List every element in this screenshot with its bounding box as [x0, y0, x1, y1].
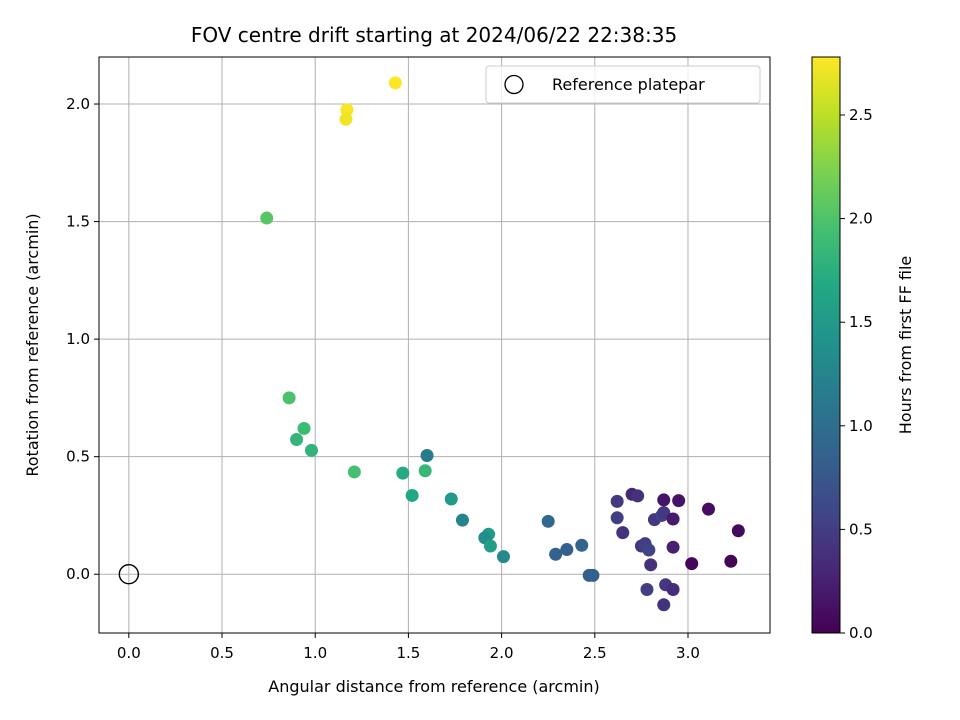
data-point [420, 448, 434, 462]
y-tick-label: 1.0 [66, 330, 90, 348]
colorbar-tick-label: 2.0 [849, 210, 873, 228]
data-point [444, 492, 458, 506]
x-tick-label: 2.5 [583, 644, 607, 662]
data-point [405, 488, 419, 502]
data-point [657, 506, 671, 520]
data-point [418, 464, 432, 478]
data-point [549, 547, 563, 561]
data-point [642, 543, 656, 557]
data-point [666, 583, 680, 597]
y-tick-label: 0.0 [66, 565, 90, 583]
x-axis-label: Angular distance from reference (arcmin) [268, 677, 599, 696]
data-point [666, 540, 680, 554]
data-point [340, 103, 354, 117]
data-point [541, 514, 555, 528]
data-point [282, 391, 296, 405]
x-tick-label: 1.0 [303, 644, 327, 662]
y-tick-label: 1.5 [66, 213, 90, 231]
colorbar-gradient [811, 56, 841, 634]
reference-point [118, 564, 140, 585]
data-point [640, 583, 654, 597]
data-point [297, 421, 311, 435]
data-point [644, 558, 658, 572]
x-tick-label: 2.0 [490, 644, 514, 662]
data-points [260, 76, 745, 612]
data-point [575, 538, 589, 552]
data-point [260, 211, 274, 225]
colorbar-tick-label: 1.0 [849, 417, 873, 435]
data-point [657, 493, 671, 507]
colorbar-tick-label: 0.5 [849, 520, 873, 538]
legend-label-reference: Reference platepar [552, 75, 705, 94]
colorbar: 0.0 0.5 1.0 1.5 2.0 2.5 Hours from first FF f… [811, 56, 915, 642]
grid-lines [99, 57, 770, 633]
colorbar-label: Hours from first FF file [896, 256, 915, 435]
data-point [560, 543, 574, 557]
data-point [610, 511, 624, 525]
x-tick-label: 0.0 [117, 644, 141, 662]
legend-box [485, 65, 761, 104]
data-point [631, 489, 645, 503]
data-point [616, 526, 630, 540]
data-point [724, 554, 738, 568]
data-point [701, 502, 715, 516]
y-axis-ticks: 0.0 0.5 1.0 1.5 2.0 [66, 95, 99, 583]
data-point [666, 512, 680, 526]
data-point [347, 465, 361, 479]
x-tick-label: 3.0 [676, 644, 700, 662]
plot-frame [98, 56, 771, 634]
data-point [731, 524, 745, 538]
colorbar-tick-label: 0.0 [849, 624, 873, 642]
x-axis-ticks: 0.0 0.5 1.0 1.5 2.0 2.5 3.0 [117, 633, 700, 662]
x-tick-label: 0.5 [210, 644, 234, 662]
legend: Reference platepar [485, 65, 761, 104]
data-point [586, 568, 600, 582]
colorbar-ticks: 0.0 0.5 1.0 1.5 2.0 2.5 [840, 106, 873, 642]
colorbar-tick-label: 1.5 [849, 313, 873, 331]
data-point [388, 76, 402, 90]
data-point [304, 443, 318, 457]
data-point [496, 550, 510, 564]
data-point [657, 598, 671, 612]
y-tick-label: 2.0 [66, 95, 90, 113]
data-point [685, 557, 699, 571]
data-point [610, 494, 624, 508]
data-point [483, 539, 497, 553]
colorbar-tick-label: 2.5 [849, 106, 873, 124]
chart-title: FOV centre drift starting at 2024/06/22 … [191, 23, 677, 47]
data-point [339, 112, 353, 126]
reference-marker [118, 564, 140, 585]
y-tick-label: 0.5 [66, 448, 90, 466]
legend-marker-reference [504, 74, 524, 95]
data-point [672, 494, 686, 508]
x-tick-label: 1.5 [396, 644, 420, 662]
data-point [396, 466, 410, 480]
data-point [290, 433, 304, 447]
data-point [455, 513, 469, 527]
y-axis-label: Rotation from reference (arcmin) [23, 213, 42, 476]
